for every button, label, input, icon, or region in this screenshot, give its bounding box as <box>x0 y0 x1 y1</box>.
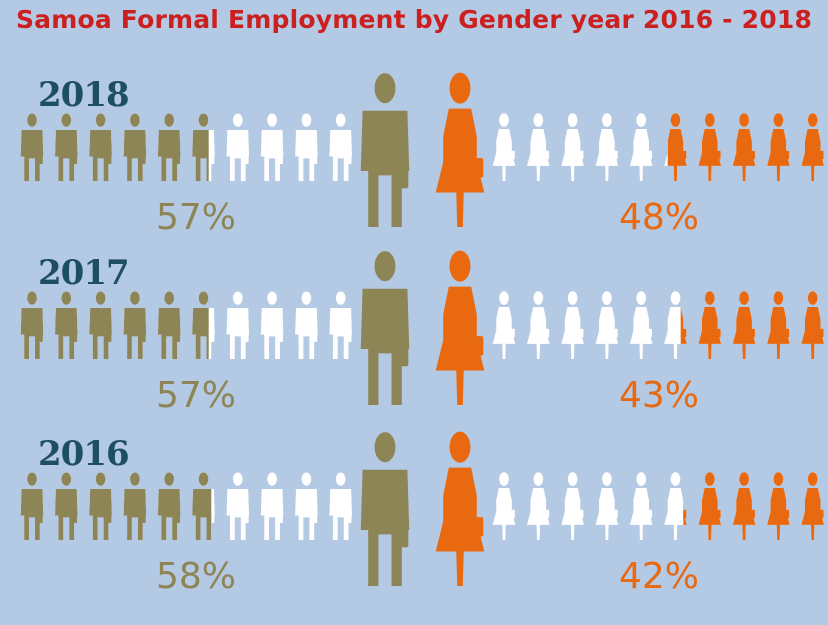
man-large-icon <box>360 73 410 227</box>
man-icon <box>157 472 181 540</box>
men-percentage-label: 57% <box>156 375 237 416</box>
man-icon <box>89 113 112 181</box>
woman-icon <box>801 291 824 359</box>
year-row-2017: 2017 57% 43% <box>0 250 828 436</box>
woman-icon <box>561 291 584 359</box>
woman-icon <box>698 291 722 359</box>
woman-icon <box>595 291 619 359</box>
man-icon <box>226 472 250 540</box>
man-large-icon <box>360 432 410 586</box>
man-icon <box>260 113 284 181</box>
woman-icon <box>561 113 584 181</box>
woman-large-icon <box>435 72 485 227</box>
woman-icon <box>629 113 653 181</box>
man-icon <box>295 291 318 359</box>
woman-icon <box>664 472 687 540</box>
man-icon <box>20 291 44 359</box>
figures-row <box>20 72 824 227</box>
men-percentage-label: 58% <box>156 556 237 597</box>
chart-title: Samoa Formal Employment by Gender year 2… <box>15 5 813 34</box>
man-icon <box>260 291 284 359</box>
woman-icon <box>492 113 516 181</box>
woman-icon <box>732 472 756 540</box>
man-icon <box>192 472 215 541</box>
woman-icon <box>595 113 619 181</box>
man-icon <box>157 291 181 359</box>
woman-icon <box>664 113 687 182</box>
woman-icon <box>595 472 619 540</box>
year-label: 2017 <box>38 253 130 293</box>
woman-icon <box>527 113 550 181</box>
woman-icon <box>767 291 790 359</box>
man-icon <box>157 113 181 181</box>
woman-icon <box>527 291 550 359</box>
woman-icon <box>492 291 516 359</box>
man-icon <box>295 113 318 181</box>
woman-icon <box>664 291 687 359</box>
woman-icon <box>767 113 790 181</box>
man-icon <box>20 472 44 540</box>
women-percentage-label: 48% <box>619 197 700 238</box>
man-icon <box>192 291 215 360</box>
woman-icon <box>732 291 756 359</box>
man-icon <box>20 113 44 181</box>
man-icon <box>123 113 147 181</box>
woman-icon <box>629 291 653 359</box>
man-icon <box>295 472 318 540</box>
man-icon <box>89 472 112 540</box>
man-icon <box>226 291 250 359</box>
man-large-icon <box>360 251 410 405</box>
figures-row <box>20 250 824 405</box>
man-icon <box>89 291 112 359</box>
man-icon <box>55 113 78 181</box>
woman-icon <box>527 472 550 540</box>
man-icon <box>123 472 147 540</box>
man-icon <box>123 291 147 359</box>
woman-icon <box>698 472 722 540</box>
woman-icon <box>629 472 653 540</box>
woman-icon <box>492 472 516 540</box>
man-icon <box>329 472 352 540</box>
woman-icon <box>732 113 756 181</box>
man-icon <box>329 113 352 181</box>
man-icon <box>226 113 250 181</box>
woman-icon <box>698 113 722 181</box>
year-label: 2018 <box>38 75 130 115</box>
women-percentage-label: 42% <box>619 556 700 597</box>
year-label: 2016 <box>38 434 130 474</box>
man-icon <box>260 472 284 540</box>
woman-icon <box>561 472 584 540</box>
man-icon <box>329 291 352 359</box>
man-icon <box>55 472 78 540</box>
woman-icon <box>801 472 824 540</box>
figures-row <box>20 431 824 586</box>
woman-icon <box>767 472 790 540</box>
year-row-2016: 2016 58% 42% <box>0 431 828 617</box>
women-percentage-label: 43% <box>619 375 700 416</box>
woman-icon <box>801 113 824 181</box>
year-row-2018: 2018 57% 48% <box>0 72 828 258</box>
man-icon <box>55 291 78 359</box>
men-percentage-label: 57% <box>156 197 237 238</box>
woman-large-icon <box>435 431 485 586</box>
man-icon <box>192 113 215 182</box>
woman-large-icon <box>435 250 485 405</box>
